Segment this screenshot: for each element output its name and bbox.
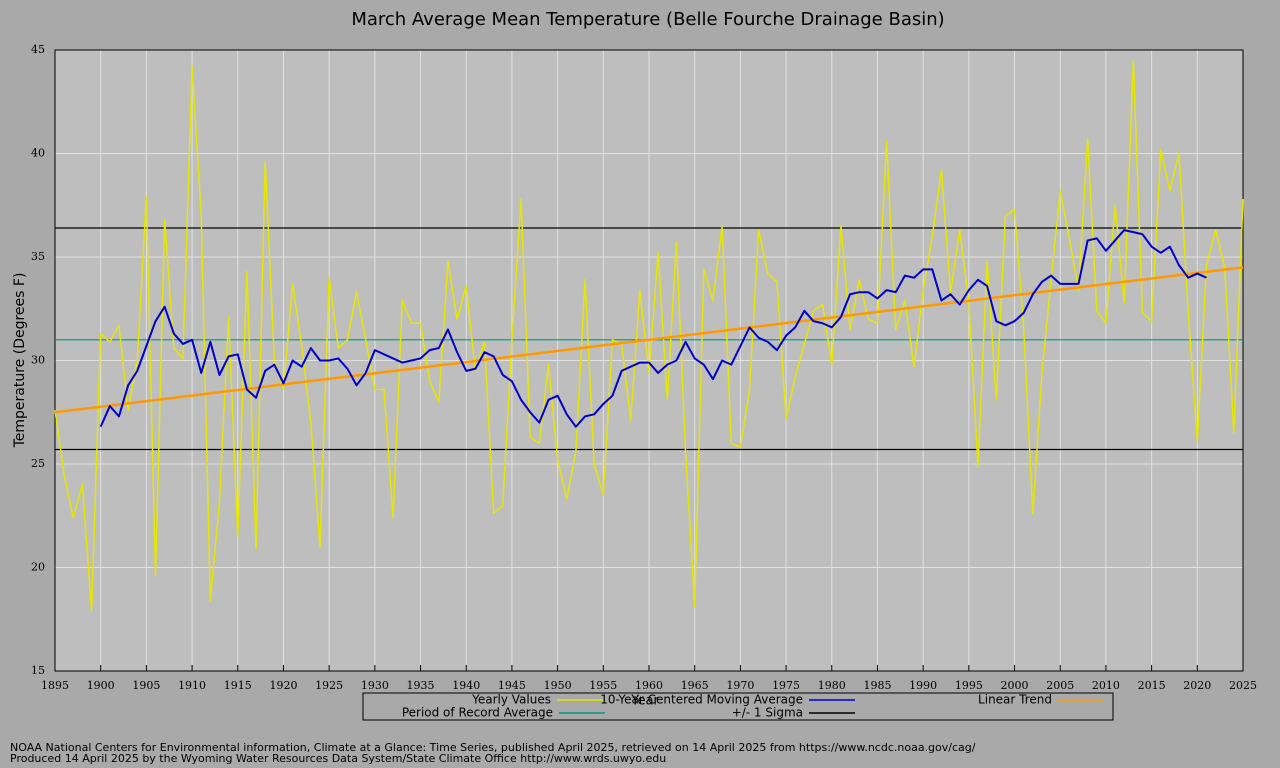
x-tick-label: 2005 bbox=[1046, 679, 1074, 692]
y-tick-label: 25 bbox=[31, 457, 45, 470]
footer-line: Produced 14 April 2025 by the Wyoming Wa… bbox=[10, 752, 666, 765]
x-tick-label: 2015 bbox=[1138, 679, 1166, 692]
footer-line: NOAA National Centers for Environmental … bbox=[10, 741, 976, 754]
y-tick-label: 35 bbox=[31, 250, 45, 263]
x-tick-label: 1940 bbox=[452, 679, 480, 692]
x-tick-label: 1955 bbox=[589, 679, 617, 692]
moving-average-line bbox=[99, 229, 1207, 428]
x-tick-label: 1905 bbox=[132, 679, 160, 692]
legend-label: Yearly Values bbox=[471, 693, 551, 707]
plot-border bbox=[54, 49, 1244, 672]
x-tick-label: 1965 bbox=[681, 679, 709, 692]
x-tick-label: 1980 bbox=[818, 679, 846, 692]
x-tick-label: 1930 bbox=[361, 679, 389, 692]
y-tick-label: 30 bbox=[31, 354, 45, 367]
legend-label: Linear Trend bbox=[978, 693, 1052, 707]
chart-title: March Average Mean Temperature (Belle Fo… bbox=[351, 9, 944, 30]
x-tick-label: 1950 bbox=[544, 679, 572, 692]
x-tick-label: 1945 bbox=[498, 679, 526, 692]
x-tick-label: 1990 bbox=[909, 679, 937, 692]
x-tick-label: 1960 bbox=[635, 679, 663, 692]
legend-label: 10-Year Centered Moving Average bbox=[600, 693, 803, 707]
x-tick-label: 1995 bbox=[955, 679, 983, 692]
x-axis-label: Year bbox=[630, 694, 659, 709]
x-tick-label: 1970 bbox=[726, 679, 754, 692]
x-tick-label: 1975 bbox=[772, 679, 800, 692]
x-tick-label: 1935 bbox=[407, 679, 435, 692]
legend-label: +/- 1 Sigma bbox=[732, 706, 803, 720]
x-tick-label: 1900 bbox=[87, 679, 115, 692]
x-tick-label: 1915 bbox=[224, 679, 252, 692]
x-tick-label: 2000 bbox=[1001, 679, 1029, 692]
x-tick-label: 1910 bbox=[178, 679, 206, 692]
y-tick-label: 15 bbox=[31, 664, 45, 677]
legend-label: Period of Record Average bbox=[402, 706, 553, 720]
y-tick-label: 20 bbox=[31, 561, 45, 574]
x-tick-label: 1895 bbox=[41, 679, 69, 692]
x-tick-label: 1985 bbox=[863, 679, 891, 692]
x-tick-label: 2020 bbox=[1183, 679, 1211, 692]
y-tick-label: 40 bbox=[31, 147, 45, 160]
yearly-line bbox=[54, 59, 1244, 612]
y-tick-label: 45 bbox=[31, 43, 45, 56]
x-tick-label: 1925 bbox=[315, 679, 343, 692]
legend-box bbox=[362, 692, 1114, 721]
y-axis-label: Temperature (Degrees F) bbox=[12, 273, 28, 449]
x-tick-label: 2010 bbox=[1092, 679, 1120, 692]
x-tick-label: 2025 bbox=[1229, 679, 1257, 692]
x-tick-label: 1920 bbox=[269, 679, 297, 692]
trend-line bbox=[54, 266, 1244, 414]
